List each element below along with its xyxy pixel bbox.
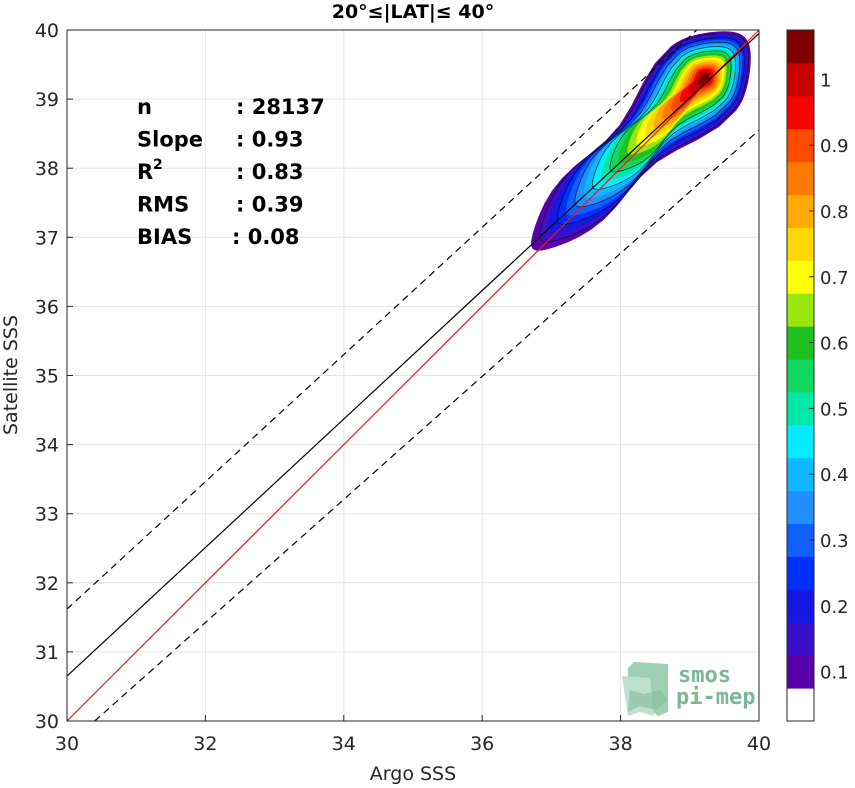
- y-tick-label: 36: [35, 296, 59, 318]
- logo-text-smos: smos: [678, 663, 731, 688]
- logo-text-pi-mep: pi-mep: [676, 685, 755, 710]
- x-tick-label: 36: [470, 733, 494, 755]
- x-tick-label: 34: [332, 733, 356, 755]
- y-axis-label: Satellite SSS: [0, 315, 22, 435]
- stat-value: : 0.93: [236, 128, 304, 152]
- stat-value: : 28137: [236, 95, 325, 119]
- colorbar-tick-label: 0.5: [820, 399, 849, 420]
- density-level-20: [697, 72, 710, 85]
- smos-pi-mep-logo: smos pi-mep: [622, 662, 755, 716]
- colorbar-tick-label: 1: [820, 70, 831, 91]
- logo-waves-icon: [622, 662, 668, 716]
- reference-line-1: [66, 33, 760, 677]
- stat-label: R: [137, 160, 153, 184]
- reference-line-0: [66, 29, 760, 722]
- stat-label: Slope: [137, 128, 203, 152]
- colorbar-segment: [787, 359, 814, 393]
- colorbar-segment: [787, 424, 814, 459]
- y-tick-label: 32: [35, 573, 59, 595]
- colorbar-segment: [787, 30, 814, 64]
- stat-superscript: 2: [153, 157, 163, 173]
- y-tick-label: 39: [35, 89, 59, 111]
- density-contours: [531, 31, 751, 251]
- x-axis-ticks: 30 32 34 36 38 40: [55, 715, 771, 755]
- reference-lines: [66, 29, 760, 722]
- colorbar-tick-label: 0.6: [820, 334, 849, 355]
- colorbar-tick-label: 0.8: [820, 202, 849, 223]
- stat-value: : 0.08: [232, 225, 300, 249]
- x-axis-label: Argo SSS: [370, 763, 456, 785]
- stat-label: RMS: [137, 193, 189, 217]
- colorbar-segment: [787, 490, 814, 525]
- y-tick-label: 37: [35, 227, 59, 249]
- colorbar-segment: [787, 161, 814, 196]
- colorbar-segment: [787, 95, 814, 130]
- stat-value: : 0.39: [236, 193, 304, 217]
- colorbar-tick-label: 0.1: [820, 663, 849, 684]
- x-tick-label: 30: [55, 733, 79, 755]
- y-tick-label: 34: [35, 435, 59, 457]
- colorbar-segment: [787, 688, 814, 722]
- colorbar-tick-label: 0.2: [820, 597, 849, 618]
- y-tick-label: 33: [35, 504, 59, 526]
- colorbar-tick-label: 0.9: [820, 136, 849, 157]
- colorbar: [786, 29, 815, 722]
- statistics-box: n : 28137 Slope : 0.93 R 2 : 0.83 RMS : 0.39 BIAS…: [137, 95, 325, 249]
- x-tick-label: 38: [609, 733, 633, 755]
- reference-line-2: [66, 29, 698, 610]
- colorbar-segment: [787, 622, 814, 656]
- y-tick-label: 40: [35, 20, 59, 42]
- colorbar-tick-label: 0.7: [820, 268, 849, 289]
- y-axis-ticks: 30 31 32 33 34 35 36 37 38 39 40: [35, 20, 73, 733]
- colorbar-frame: [786, 29, 815, 722]
- stat-label: n: [137, 95, 152, 119]
- x-tick-label: 32: [193, 733, 217, 755]
- stat-label: BIAS: [137, 225, 192, 249]
- y-tick-label: 38: [35, 158, 59, 180]
- y-tick-label: 35: [35, 366, 59, 388]
- colorbar-tick-label: 0.4: [820, 465, 849, 486]
- stat-value: : 0.83: [236, 160, 304, 184]
- colorbar-segment: [787, 227, 814, 261]
- reference-line-3: [94, 129, 760, 722]
- colorbar-ticks: 0.1 0.2 0.3 0.4 0.5 0.6 0.7 0.8 0.9 1: [809, 70, 849, 684]
- chart-title: 20°≤|LAT|≤ 40°: [332, 1, 495, 23]
- colorbar-segment: [787, 293, 814, 327]
- x-tick-label: 40: [747, 733, 771, 755]
- colorbar-segment: [787, 556, 814, 590]
- y-tick-label: 31: [35, 642, 59, 664]
- y-tick-label: 30: [35, 711, 59, 733]
- colorbar-tick-label: 0.3: [820, 531, 849, 552]
